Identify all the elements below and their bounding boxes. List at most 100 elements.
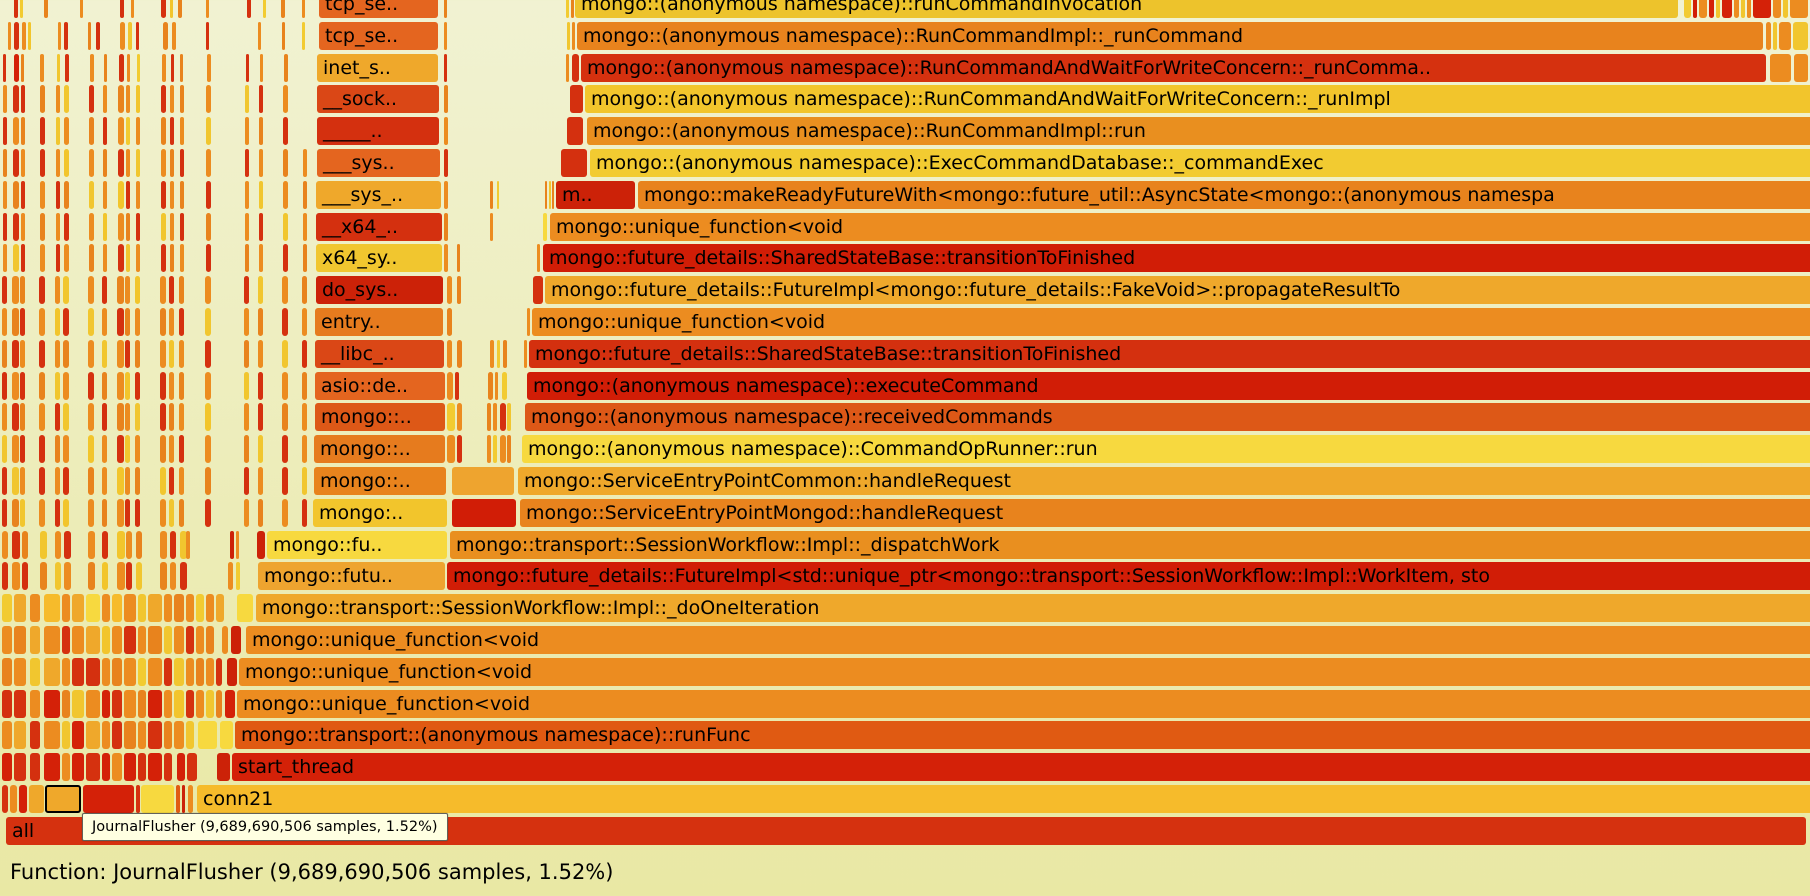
flame-frame[interactable]: entry..: [315, 308, 443, 336]
flame-frame-small[interactable]: [10, 785, 17, 813]
flame-frame-small[interactable]: [447, 339, 452, 368]
flame-frame[interactable]: mongo::future_details::SharedStateBase::…: [543, 244, 1810, 273]
flame-frame-small[interactable]: [88, 339, 94, 368]
flame-frame[interactable]: mongo::future_details::FutureImpl<std::u…: [447, 562, 1810, 591]
flame-frame-small[interactable]: [14, 626, 26, 654]
flame-frame-small[interactable]: [136, 212, 140, 241]
flame-frame-small[interactable]: [102, 403, 107, 432]
flame-frame-small[interactable]: [136, 180, 140, 209]
flame-frame-small[interactable]: [72, 657, 84, 686]
flame-frame-small[interactable]: [89, 212, 94, 241]
flame-frame-small[interactable]: [103, 212, 107, 241]
flame-frame-small[interactable]: [161, 212, 166, 241]
flame-frame[interactable]: mongo::fu..: [267, 530, 447, 559]
flame-frame-small[interactable]: [444, 117, 448, 146]
flame-frame-small[interactable]: [12, 562, 20, 591]
flame-frame-small[interactable]: [63, 435, 69, 464]
flame-frame-small[interactable]: [13, 180, 19, 209]
flame-frame-small[interactable]: [561, 149, 587, 177]
flame-frame-small[interactable]: [281, 0, 285, 18]
flame-frame-small[interactable]: [136, 21, 139, 50]
flame-frame-small[interactable]: [103, 180, 107, 209]
flame-frame-small[interactable]: [13, 149, 19, 177]
flame-frame-small[interactable]: [244, 467, 249, 495]
flame-frame-small[interactable]: [14, 721, 26, 750]
flame-frame[interactable]: mongo::unique_function<void: [550, 212, 1810, 241]
flame-frame-small[interactable]: [3, 212, 7, 241]
flame-frame-small[interactable]: [179, 371, 184, 400]
flame-frame-small[interactable]: [162, 53, 166, 82]
flame-frame-small[interactable]: [447, 308, 452, 336]
flame-frame-small[interactable]: [206, 0, 209, 18]
flame-frame-small[interactable]: [125, 435, 130, 464]
flame-frame-small[interactable]: [164, 721, 172, 750]
flame-frame-small[interactable]: [126, 562, 132, 591]
flame-frame-small[interactable]: [1773, 0, 1781, 18]
flame-frame-small[interactable]: [3, 244, 7, 273]
flame-frame[interactable]: mongo::makeReadyFutureWith<mongo::future…: [638, 180, 1810, 209]
flame-frame-small[interactable]: [55, 403, 60, 432]
flame-frame-small[interactable]: [21, 180, 25, 209]
flame-frame-small[interactable]: [28, 21, 31, 50]
flame-frame-small[interactable]: [180, 53, 183, 82]
flame-frame-small[interactable]: [570, 85, 583, 114]
flame-frame-small[interactable]: [30, 657, 40, 686]
flame-frame-small[interactable]: [160, 403, 166, 432]
flame-frame-small[interactable]: [302, 371, 307, 400]
flame-frame-small[interactable]: [206, 212, 211, 241]
flame-frame-small[interactable]: [148, 594, 162, 623]
flame-frame-small[interactable]: [14, 21, 19, 50]
flame-frame-small[interactable]: [40, 562, 47, 591]
flame-frame-small[interactable]: [135, 276, 140, 305]
flame-frame-small[interactable]: [2, 721, 12, 750]
flame-frame-small[interactable]: [206, 689, 214, 718]
flame-frame-small[interactable]: [20, 308, 25, 336]
flame-frame-small[interactable]: [14, 657, 26, 686]
flame-frame-small[interactable]: [444, 21, 447, 50]
flame-frame-small[interactable]: [196, 657, 204, 686]
flame-frame-small[interactable]: [457, 339, 462, 368]
flame-frame-small[interactable]: [127, 53, 130, 82]
flame-frame-small[interactable]: [227, 657, 237, 686]
flame-frame-small[interactable]: [164, 626, 172, 654]
flame-frame-small[interactable]: [102, 657, 110, 686]
flame-frame-small[interactable]: [102, 689, 110, 718]
flame-frame-small[interactable]: [244, 276, 249, 305]
flame-frame-small[interactable]: [502, 371, 507, 400]
flame-frame[interactable]: mongo::(anonymous namespace)::RunCommand…: [581, 53, 1766, 82]
flame-frame-small[interactable]: [237, 594, 253, 623]
flame-frame-small[interactable]: [174, 689, 184, 718]
flame-frame-small[interactable]: [29, 785, 44, 813]
flame-frame-small[interactable]: [30, 689, 40, 718]
flame-frame-small[interactable]: [493, 403, 497, 432]
flame-frame-small[interactable]: [1753, 0, 1771, 18]
flame-frame-small[interactable]: [186, 530, 190, 559]
flame-frame-small[interactable]: [88, 403, 94, 432]
flame-frame-small[interactable]: [245, 212, 249, 241]
flame-frame-small[interactable]: [117, 308, 124, 336]
flame-frame-small[interactable]: [170, 0, 173, 18]
flame-frame-small[interactable]: [64, 21, 68, 50]
flame-frame-small[interactable]: [444, 212, 448, 241]
flame-frame-small[interactable]: [230, 530, 234, 559]
flame-frame-small[interactable]: [1793, 21, 1808, 50]
flame-frame-small[interactable]: [13, 117, 19, 146]
flame-frame-small[interactable]: [14, 594, 26, 623]
flame-frame-small[interactable]: [206, 626, 214, 654]
flame-frame-small[interactable]: [205, 339, 211, 368]
flame-frame-small[interactable]: [117, 467, 124, 495]
flame-frame-small[interactable]: [182, 785, 185, 813]
flame-frame-small[interactable]: [444, 149, 448, 177]
flame-frame-small[interactable]: [125, 498, 130, 527]
flame-frame-small[interactable]: [1684, 0, 1691, 18]
flame-frame[interactable]: mongo::ServiceEntryPointCommon::handleRe…: [518, 467, 1810, 495]
flame-frame-small[interactable]: [244, 308, 249, 336]
flame-frame-small[interactable]: [103, 85, 107, 114]
flame-frame-small[interactable]: [244, 339, 249, 368]
flame-frame-small[interactable]: [282, 308, 288, 336]
flame-frame-small[interactable]: [125, 371, 130, 400]
flame-frame-small[interactable]: [176, 785, 180, 813]
flame-frame-small[interactable]: [102, 339, 107, 368]
flame-frame-small[interactable]: [206, 180, 211, 209]
flame-frame-small[interactable]: [8, 21, 11, 50]
